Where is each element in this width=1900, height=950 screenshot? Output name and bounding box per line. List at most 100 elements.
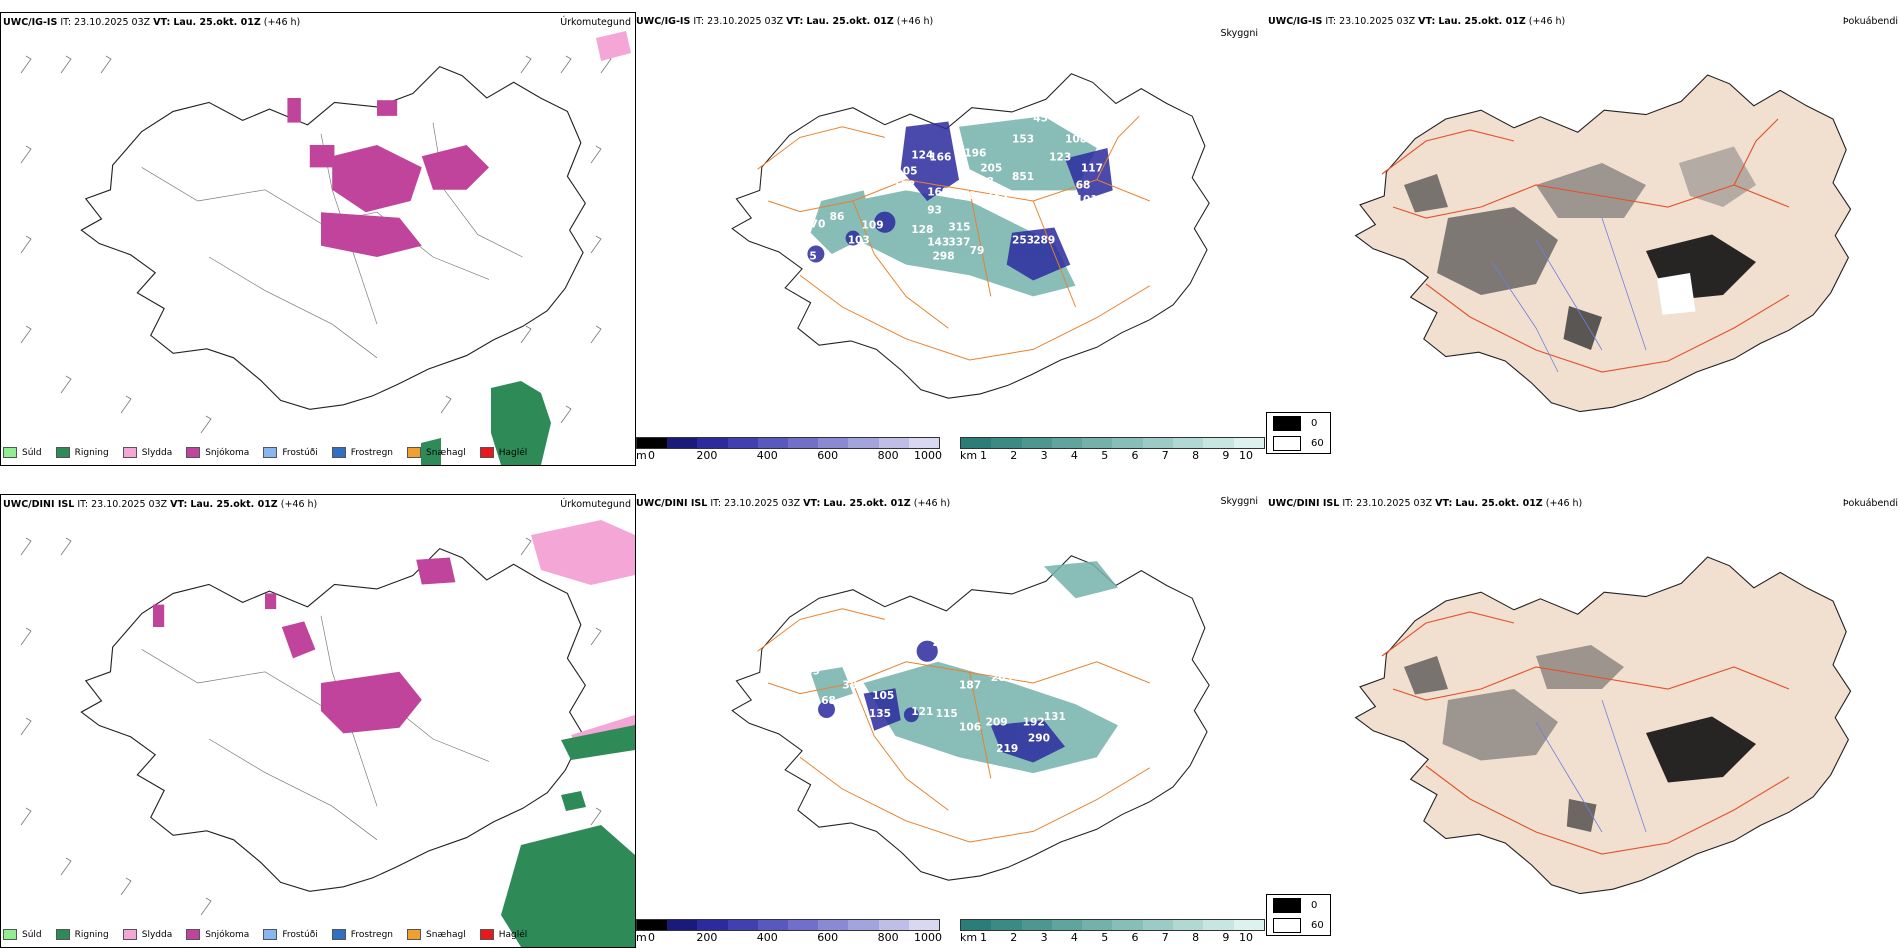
svg-text:226: 226 [933,637,955,649]
svg-text:68: 68 [821,695,836,707]
panel-title: Skyggni [1220,496,1258,507]
fog-scale-label: 0 [1311,899,1318,911]
scale-tick: 0 [648,931,655,944]
scale-tick: 5 [1101,931,1109,944]
scale-tick: 600 [817,449,839,462]
legend-item: Frostregn [331,447,393,458]
colorbar-segment [1142,920,1174,930]
panel-title: Þokuábendi [1842,16,1898,27]
svg-text:315: 315 [948,222,970,234]
svg-text:131: 131 [1044,711,1066,723]
scale-tick: 600 [817,931,839,944]
legend-item: Snæhagl [407,447,466,458]
legend-label: Frostúði [282,447,318,458]
colorbar-segment [1233,920,1264,930]
legend-swatch [55,447,70,458]
rivers [1491,217,1647,373]
legend-swatch [331,447,346,458]
scale-tick: 400 [756,449,778,462]
rain-areas [421,381,551,465]
svg-text:59: 59 [805,666,820,678]
svg-text:148: 148 [972,176,994,188]
scale-tick: 1000 [914,931,942,944]
visibility-km-colorbar [960,437,1265,449]
row-header: UWC/IG-IS IT: 23.10.2025 03Z VT: Lau. 25… [636,16,934,27]
visibility-panel-1: 257 45 153 108 123 117 68 101 851 205 196 148 … [634,12,1266,464]
colorbar-segment [1021,920,1052,930]
colorbar-segment [1112,920,1143,930]
visibility-m-colorbar [636,437,940,449]
scale-tick: 0 [648,449,655,462]
snow-areas [287,97,489,257]
colorbar-segment [637,920,668,930]
legend-item: Snjókoma [186,929,249,940]
colorbar-segment [757,920,789,930]
svg-text:153: 153 [1012,134,1034,146]
scale-tick: 7 [1161,449,1169,462]
legend-swatch [122,929,137,940]
svg-text:209: 209 [985,716,1007,728]
colorbar-segment [667,438,698,448]
svg-text:225: 225 [1044,682,1066,694]
scale-tick: 9 [1222,931,1230,944]
legend-label: Frostúði [282,929,318,940]
svg-text:101: 101 [1076,194,1098,206]
colorbar-segment [1173,438,1204,448]
svg-text:851: 851 [1012,171,1034,183]
scale-tick: 3 [1040,449,1048,462]
panel-title: Þokuábendi [1842,498,1898,509]
legend-item: Haglél [479,929,528,940]
legend-label: Haglél [498,929,528,940]
svg-text:115: 115 [795,250,817,262]
colorbar-segment [1233,438,1264,448]
fog-map-1 [1355,74,1852,413]
scale-tick: 2 [1010,931,1018,944]
svg-text:135: 135 [869,708,891,720]
scale-tick: 3 [1040,931,1048,944]
scale-unit: m [636,931,647,944]
legend-label: Snæhagl [426,447,466,458]
svg-text:192: 192 [1023,716,1045,728]
svg-text:103: 103 [848,234,870,246]
svg-text:337: 337 [948,237,970,249]
scale-tick: 9 [1222,449,1230,462]
svg-text:86: 86 [830,211,845,223]
colorbar-segment [848,438,879,448]
svg-text:545: 545 [948,655,970,667]
colorbar-segment [757,438,789,448]
colorbar-segment [1051,920,1083,930]
svg-text:117: 117 [1081,162,1103,174]
svg-text:105: 105 [872,690,894,702]
colorbar-segment [991,438,1022,448]
precip-legend: Súld Rigning Slydda Snjókoma Frostúði Frostre… [3,447,541,458]
colorbar-segment [727,438,758,448]
colorbar-segment [991,920,1022,930]
svg-text:335: 335 [985,190,1007,202]
svg-text:253: 253 [1012,234,1034,246]
svg-text:196: 196 [964,147,986,159]
fog-panel-1: UWC/IG-IS IT: 23.10.2025 03Z VT: Lau. 25… [1266,12,1900,464]
roads [757,115,1151,361]
svg-text:169: 169 [927,187,949,199]
legend-swatch [186,929,201,940]
colorbar-segment [788,920,819,930]
precip-map-1 [20,31,631,465]
scale-tick: 8 [1192,449,1200,462]
legend-item: Slydda [122,447,172,458]
svg-text:289: 289 [1033,234,1055,246]
colorbar-segment [908,920,940,930]
fog-scale-item: 60 [1267,915,1330,935]
scale-tick: 1000 [914,449,942,462]
colorbar-segment [637,438,668,448]
colorbar-segment [788,438,819,448]
fog-scale-swatch [1273,435,1301,451]
svg-text:121: 121 [911,706,933,718]
visibility-map-2: 226 545 187 269 225 377 106 209 192 131 290 21… [731,555,1210,881]
legend-item: Snjókoma [186,447,249,458]
fog-shading [1404,146,1756,350]
svg-text:68: 68 [1076,179,1091,191]
scale-unit: km [960,931,978,944]
visibility-panel-2: 226 545 187 269 225 377 106 209 192 131 290 21… [634,494,1266,946]
rain-areas [501,725,635,947]
